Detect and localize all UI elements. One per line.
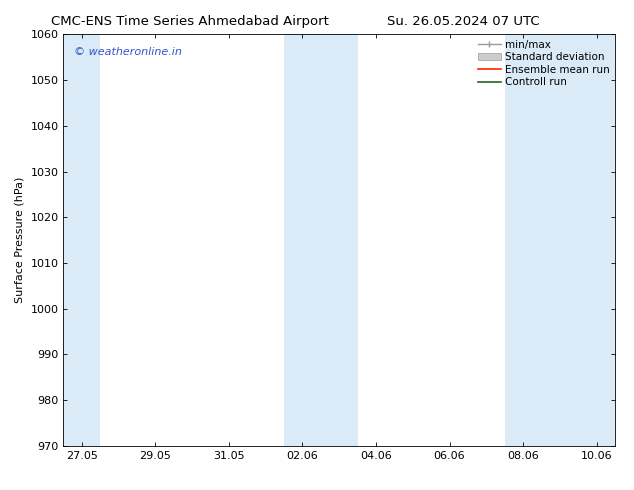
Text: CMC-ENS Time Series Ahmedabad Airport: CMC-ENS Time Series Ahmedabad Airport [51,15,329,28]
Y-axis label: Surface Pressure (hPa): Surface Pressure (hPa) [15,177,25,303]
Bar [284,34,358,446]
Text: © weatheronline.in: © weatheronline.in [74,47,183,57]
Text: Su. 26.05.2024 07 UTC: Su. 26.05.2024 07 UTC [387,15,539,28]
Bar [505,34,615,446]
Legend: min/max, Standard deviation, Ensemble mean run, Controll run: min/max, Standard deviation, Ensemble me… [476,37,612,89]
Bar [63,34,100,446]
